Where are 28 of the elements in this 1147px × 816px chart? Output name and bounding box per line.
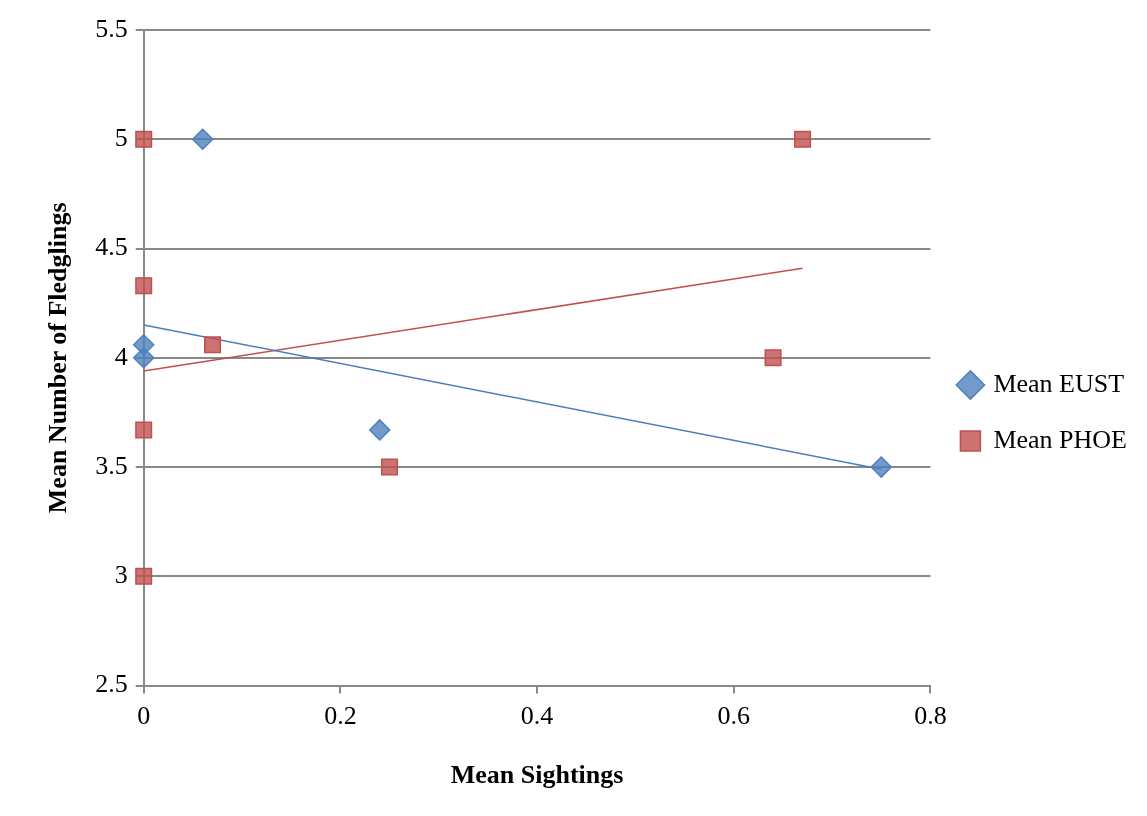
point: [135, 130, 153, 148]
legend-label: Mean EUST: [993, 368, 1125, 398]
point: [381, 458, 399, 476]
legend-label: Mean PHOE: [993, 424, 1127, 454]
y-tick-label: 3.5: [95, 450, 128, 480]
y-tick-label: 4: [114, 341, 128, 371]
x-tick-label: 0.4: [520, 701, 554, 731]
y-axis-title: Mean Number of Fledglings: [43, 202, 73, 514]
point: [870, 456, 892, 478]
y-tick-label: 3: [114, 560, 128, 590]
point: [135, 421, 153, 439]
x-tick-label: 0.6: [717, 701, 750, 731]
x-tick-label: 0.2: [324, 701, 357, 731]
y-tick-label: 5.5: [95, 13, 128, 43]
point: [132, 333, 155, 356]
x-tick-label: 0.8: [914, 701, 947, 731]
point: [135, 567, 153, 585]
point: [764, 349, 782, 367]
point: [135, 277, 153, 295]
point: [204, 336, 222, 354]
y-tick-label: 4.5: [95, 232, 128, 262]
point: [368, 419, 391, 441]
point: [191, 128, 214, 151]
point: [794, 130, 812, 148]
y-tick-label: 2.5: [95, 669, 128, 699]
x-tick-label: 0: [137, 701, 151, 731]
y-tick-label: 5: [114, 123, 128, 153]
x-axis-title: Mean Sightings: [450, 760, 624, 790]
